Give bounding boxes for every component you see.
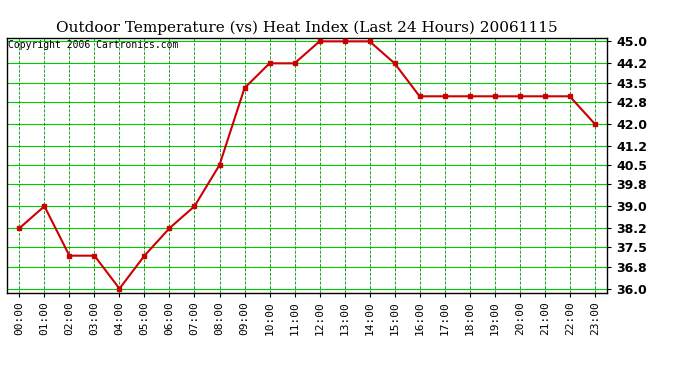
Text: Copyright 2006 Cartronics.com: Copyright 2006 Cartronics.com <box>8 40 179 50</box>
Title: Outdoor Temperature (vs) Heat Index (Last 24 Hours) 20061115: Outdoor Temperature (vs) Heat Index (Las… <box>57 21 558 35</box>
